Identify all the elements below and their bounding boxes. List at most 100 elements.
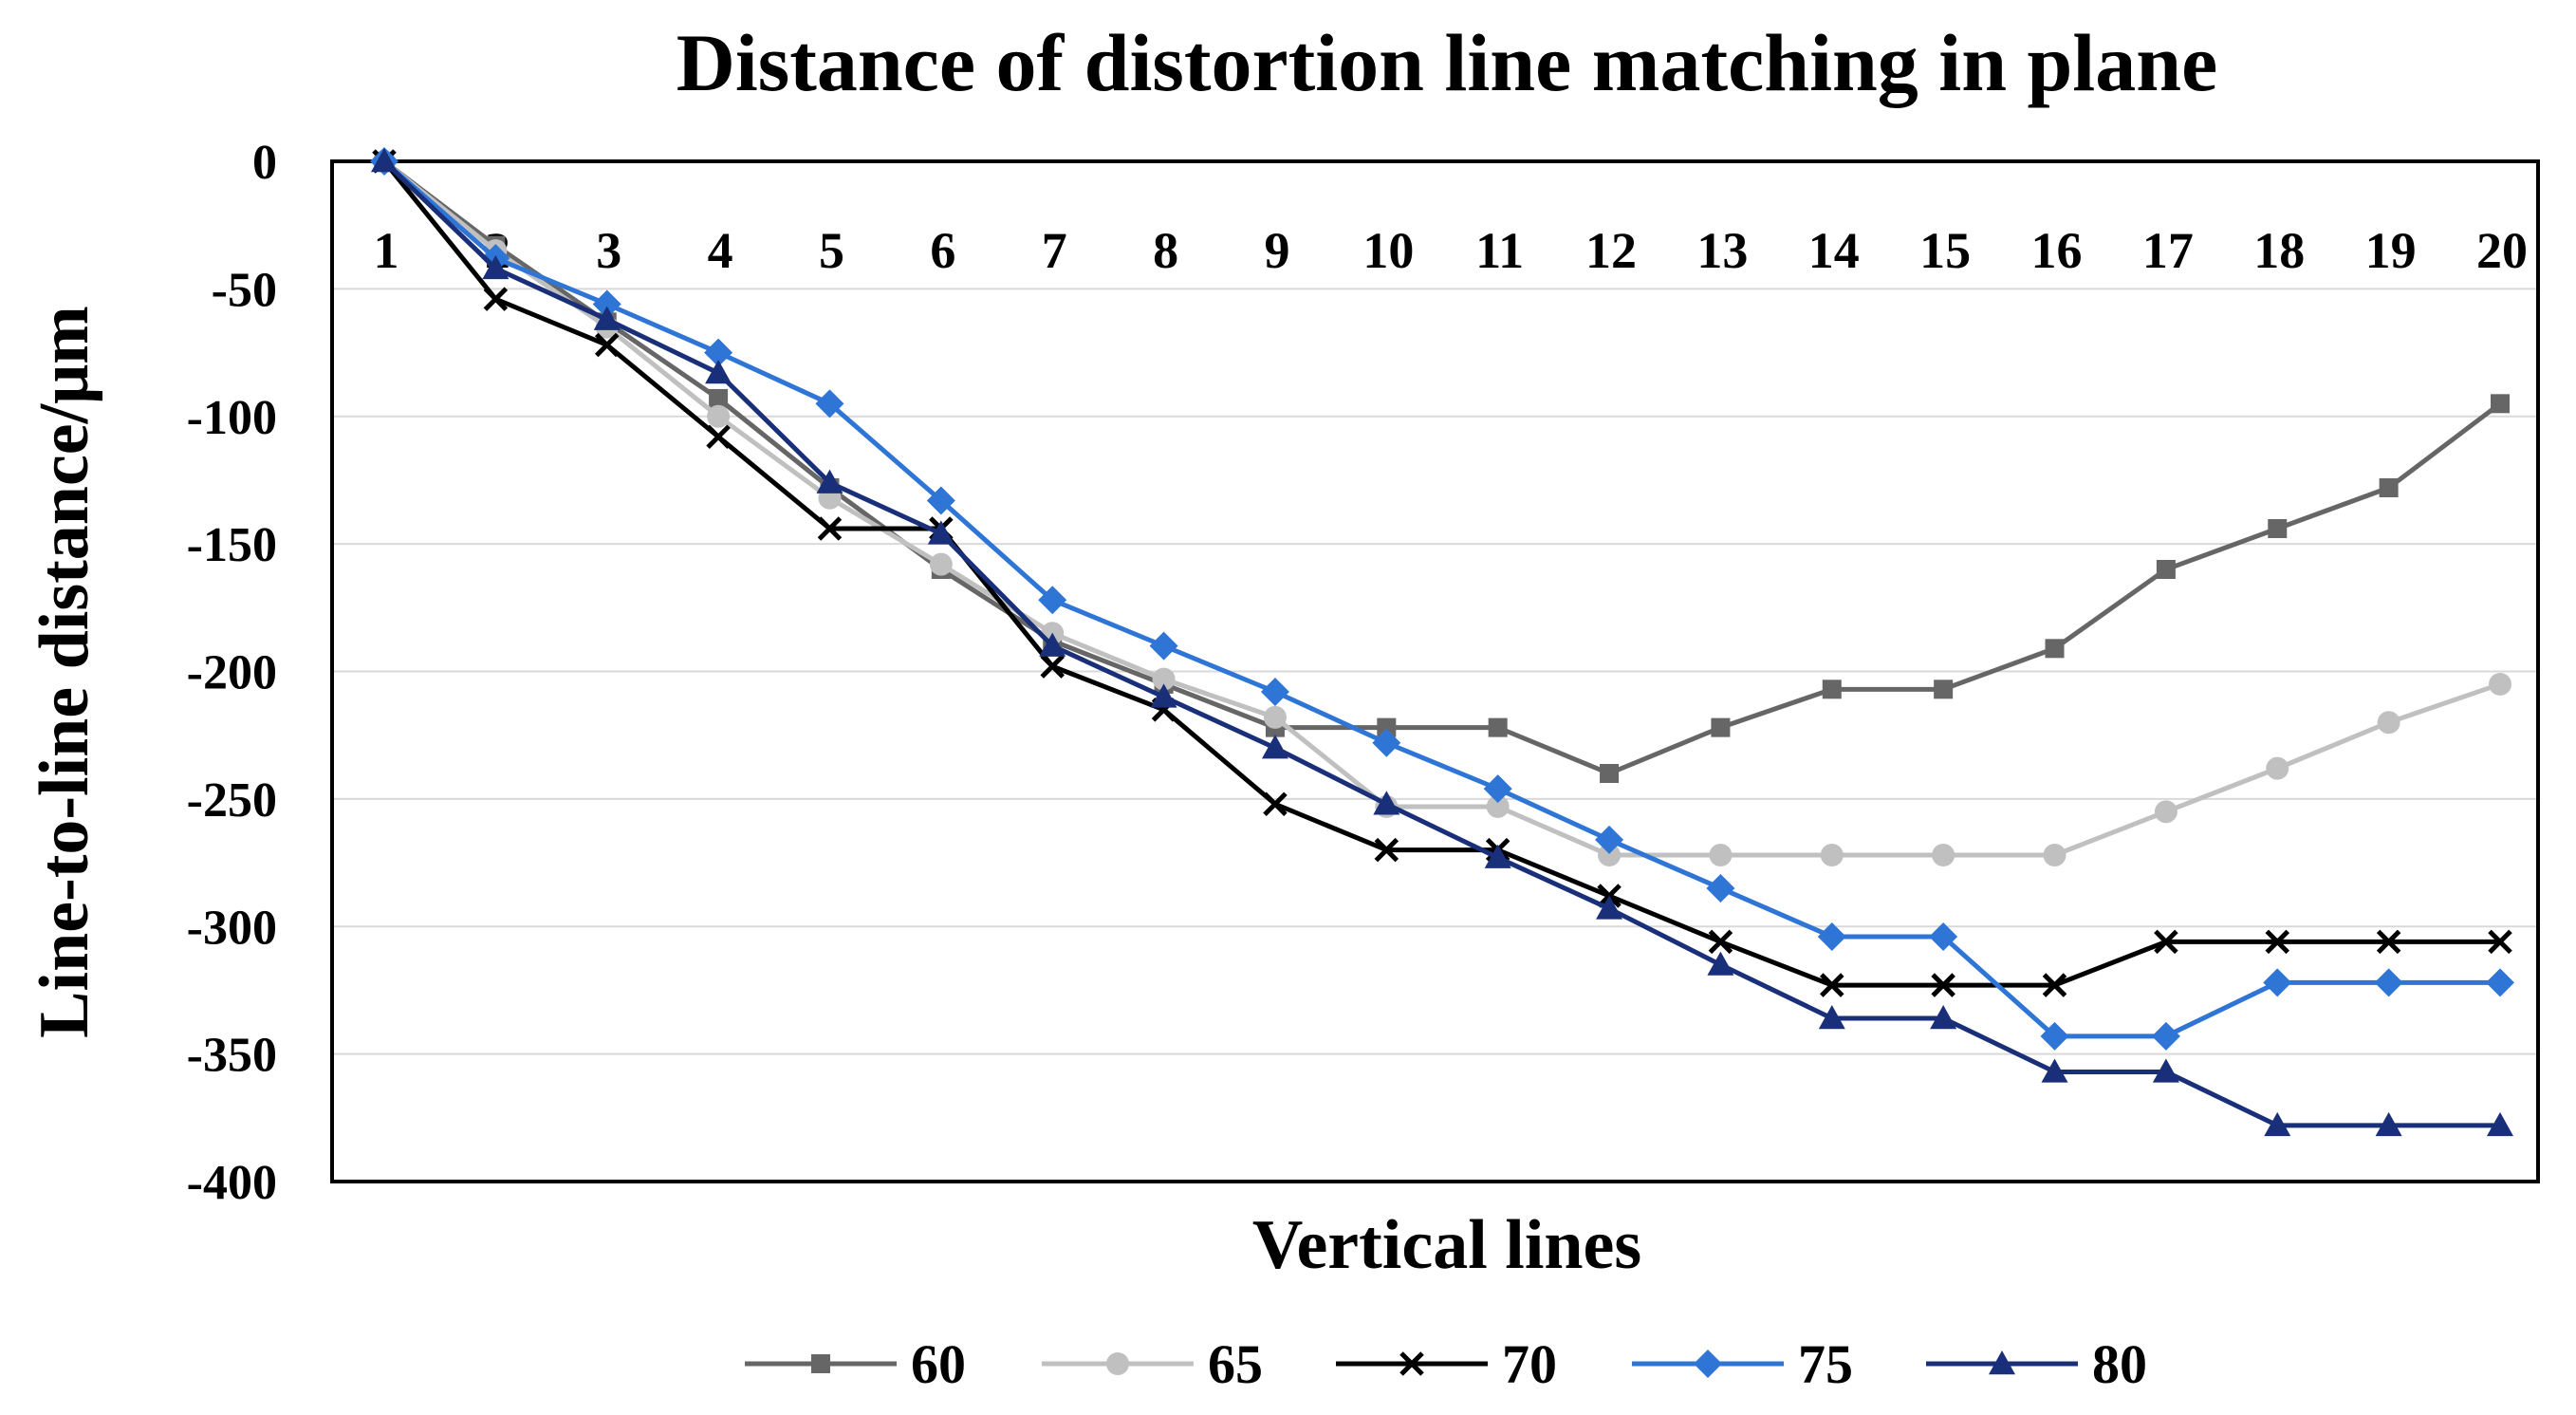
data-point-60 (2156, 560, 2176, 579)
x-tick-label: 4 (708, 222, 733, 279)
data-point-80 (1039, 632, 1066, 657)
data-point-60 (709, 388, 729, 408)
legend-item-75: 75 (1632, 1333, 1853, 1395)
data-point-60 (1711, 717, 1731, 737)
data-point-80 (1596, 895, 1623, 920)
data-point-75 (2263, 968, 2292, 997)
data-point-70 (594, 332, 620, 358)
x-tick-label: 20 (2476, 222, 2528, 279)
data-point-65 (929, 552, 953, 576)
x-tick-label: 19 (2365, 222, 2417, 279)
data-point-75 (2040, 1021, 2069, 1051)
data-point-80 (816, 469, 843, 493)
data-point-75 (815, 389, 844, 419)
data-point-60 (1600, 764, 1620, 783)
series-line-70 (382, 159, 2500, 988)
legend-label: 75 (1798, 1333, 1853, 1395)
data-point-70 (2376, 929, 2401, 955)
data-point-80 (1707, 951, 1734, 976)
data-point-75 (2374, 968, 2403, 997)
legend-label: 65 (1208, 1333, 1263, 1395)
data-point-65 (1932, 844, 1955, 866)
data-point-70 (2042, 973, 2067, 997)
data-point-70 (2265, 929, 2290, 955)
data-point-70 (2488, 929, 2512, 955)
y-axis-title: Line-to-line distance/μm (26, 306, 103, 1038)
data-point-65 (2154, 800, 2178, 824)
data-point-60 (2268, 519, 2288, 538)
data-point-70 (706, 424, 731, 450)
data-point-75 (704, 338, 733, 367)
data-point-75 (1038, 586, 1067, 615)
x-tick-label: 10 (1362, 222, 1414, 279)
data-point-70 (1374, 837, 1399, 863)
x-tick-label: 7 (1042, 222, 1067, 279)
y-tick-label: 0 (252, 136, 277, 190)
x-tick-label: 1 (374, 222, 399, 279)
y-tick-label: -350 (187, 1029, 277, 1083)
x-tick-label: 18 (2253, 222, 2305, 279)
x-tick-label: 8 (1153, 222, 1178, 279)
series-line-60 (382, 159, 2502, 776)
data-point-80 (1150, 683, 1177, 708)
data-point-80 (1930, 1005, 1957, 1030)
legend-marker (1106, 1352, 1129, 1375)
series-line-65 (382, 159, 2501, 858)
data-point-70 (1263, 791, 1288, 817)
data-point-75 (1595, 825, 1624, 854)
data-point-80 (2152, 1058, 2179, 1083)
series-70 (372, 149, 2512, 997)
data-point-65 (2266, 756, 2289, 780)
data-point-65 (707, 404, 731, 428)
data-point-65 (1709, 844, 1733, 866)
data-point-75 (1149, 631, 1178, 661)
data-point-65 (1486, 794, 1510, 818)
data-point-70 (1708, 929, 1733, 955)
y-tick-label: -300 (187, 901, 277, 955)
x-tick-label: 17 (2142, 222, 2194, 279)
data-point-80 (1261, 735, 1288, 759)
data-point-60 (1934, 680, 1954, 699)
x-tick-label: 6 (930, 222, 955, 279)
data-point-65 (1152, 667, 1176, 691)
data-point-70 (2154, 929, 2178, 955)
data-point-80 (371, 148, 398, 173)
data-point-80 (2264, 1111, 2291, 1137)
series-line-80 (382, 159, 2500, 1128)
data-point-75 (1817, 922, 1846, 951)
y-tick-label: -200 (187, 646, 277, 700)
plot-area-frame (330, 159, 2540, 1183)
legend-label: 60 (911, 1333, 966, 1395)
grid-lines (332, 288, 2538, 1055)
data-point-60 (1822, 680, 1842, 699)
y-tick-label: -100 (187, 391, 277, 445)
legend-marker (1694, 1350, 1722, 1378)
data-point-75 (2486, 968, 2514, 997)
legend: 60 65 70 75 80 (745, 1333, 2147, 1395)
series-75 (370, 147, 2514, 1051)
data-point-65 (2489, 672, 2511, 696)
data-point-75 (2151, 1021, 2180, 1051)
data-point-80 (1373, 791, 1400, 815)
legend-item-70: 70 (1336, 1333, 1557, 1395)
data-point-75 (1929, 922, 1958, 951)
data-point-65 (1263, 705, 1287, 729)
data-point-80 (2487, 1111, 2513, 1137)
data-point-70 (1040, 654, 1065, 679)
legend-label: 80 (2092, 1333, 2147, 1395)
x-axis-title: Vertical lines (1252, 1206, 1641, 1284)
data-point-80 (482, 254, 510, 280)
data-point-80 (705, 360, 732, 384)
legend-label: 70 (1502, 1333, 1557, 1395)
x-tick-label: 12 (1585, 222, 1637, 279)
y-tick-label: -50 (212, 263, 277, 317)
data-point-80 (927, 520, 954, 545)
x-tick-label: 11 (1475, 222, 1524, 279)
data-point-80 (593, 306, 621, 330)
data-point-80 (2041, 1058, 2068, 1083)
chart-title: Distance of distortion line matching in … (676, 17, 2218, 108)
legend-marker (811, 1354, 830, 1373)
data-point-60 (1377, 717, 1397, 737)
